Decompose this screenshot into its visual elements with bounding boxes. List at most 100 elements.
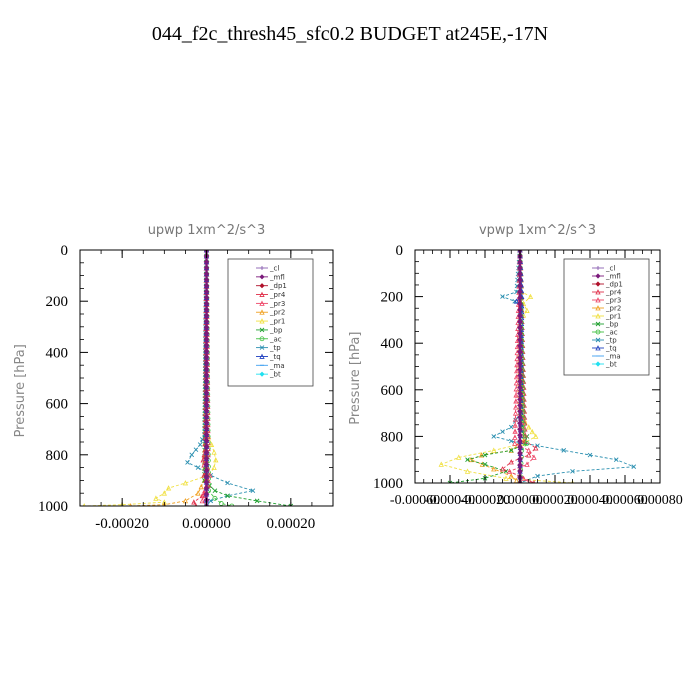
data-point: [203, 288, 210, 295]
data-point: [195, 490, 201, 496]
legend-marker: [259, 353, 265, 359]
legend-label: _pr1: [605, 313, 621, 321]
data-point: [203, 461, 210, 468]
data-point: [527, 293, 534, 299]
legend-label: _cl: [269, 265, 279, 273]
figure-title: 044_f2c_thresh45_sfc0.2 BUDGET at245E,-1…: [152, 23, 548, 45]
series-line-ac: [519, 250, 528, 483]
x-tick-label: -0.00020: [460, 493, 510, 508]
legend-label: _pr2: [269, 309, 285, 317]
legend-marker: [595, 297, 601, 303]
data-point: [203, 336, 210, 343]
legend-marker: [595, 329, 601, 335]
data-point: [191, 499, 197, 505]
data-point: [517, 396, 523, 403]
data-point: [203, 443, 210, 450]
data-point: [203, 407, 210, 414]
legend-label: _pr3: [269, 300, 285, 308]
data-point: [531, 454, 537, 460]
y-tick-label: 600: [381, 383, 404, 399]
legend-marker: [259, 371, 265, 377]
legend-label: _tq: [269, 353, 281, 361]
series-line-tp: [492, 250, 634, 483]
data-point: [508, 473, 514, 479]
data-point: [482, 462, 488, 467]
data-point: [517, 336, 523, 343]
x-tick-label: 0.00040: [567, 493, 613, 508]
data-point: [517, 324, 523, 331]
legend-marker: [596, 266, 600, 270]
data-point: [197, 442, 203, 447]
legend-label: _dp1: [269, 282, 287, 290]
data-point: [517, 402, 523, 409]
data-point: [447, 480, 453, 483]
data-point: [203, 277, 210, 283]
data-point: [213, 457, 219, 463]
data-point: [514, 289, 519, 295]
data-point: [203, 282, 210, 289]
data-point: [182, 480, 189, 486]
data-point: [165, 485, 172, 491]
legend-label: _pr3: [605, 297, 621, 305]
data-point: [203, 312, 210, 319]
data-point: [508, 448, 514, 453]
data-point: [517, 289, 523, 295]
data-point: [517, 426, 523, 432]
data-point: [517, 283, 523, 289]
data-point: [203, 366, 210, 372]
x-tick-label: 0.00000: [182, 516, 231, 532]
legend: _cl_mfl_dp1_pr4_pr3_pr2_pr1_bp_ac_tp_tq_…: [563, 258, 650, 376]
x-tick-label: 0.00060: [602, 493, 648, 508]
data-point: [203, 437, 210, 444]
legend-marker: [259, 318, 265, 324]
y-tick-label: 0: [61, 243, 69, 259]
data-point: [456, 454, 462, 460]
data-point: [517, 295, 523, 301]
data-point: [517, 360, 523, 367]
data-point: [513, 398, 519, 404]
legend-marker: [259, 300, 265, 306]
data-point: [203, 402, 210, 408]
data-point: [517, 444, 523, 450]
data-point: [208, 498, 214, 504]
y-axis-label: Pressure [hPa]: [348, 332, 363, 425]
legend-label: _mfl: [269, 273, 285, 281]
data-point: [225, 480, 230, 486]
data-point: [203, 265, 210, 271]
data-point: [517, 271, 523, 277]
data-point: [207, 472, 213, 478]
panel-title: upwp 1xm^2/s^3: [148, 223, 266, 238]
data-point: [185, 460, 190, 465]
data-point: [503, 475, 509, 481]
legend-box: [227, 258, 314, 387]
data-point: [203, 390, 210, 396]
legend-marker: [259, 336, 265, 342]
data-point: [203, 449, 210, 456]
legend-marker: [259, 291, 265, 297]
legend-marker: [595, 345, 601, 351]
data-point: [514, 367, 520, 374]
data-point: [529, 428, 535, 435]
data-point: [517, 432, 523, 438]
data-point: [212, 495, 218, 501]
data-point: [526, 447, 532, 453]
data-point: [517, 301, 523, 307]
data-point: [203, 431, 210, 438]
data-point: [517, 259, 523, 265]
data-point: [524, 307, 530, 313]
data-point: [517, 348, 523, 355]
data-point: [288, 503, 294, 506]
y-tick-label: 600: [46, 397, 69, 413]
data-point: [438, 461, 444, 467]
data-point: [520, 475, 527, 481]
data-point: [512, 440, 518, 446]
data-point: [513, 380, 520, 386]
data-point: [465, 457, 470, 463]
legend-label: _bp: [605, 321, 619, 329]
legend-marker: [595, 305, 601, 311]
legend-label: _bt: [605, 361, 617, 369]
data-point: [508, 424, 514, 430]
series-group: [82, 250, 294, 506]
data-point: [203, 473, 210, 479]
data-point: [631, 464, 637, 470]
